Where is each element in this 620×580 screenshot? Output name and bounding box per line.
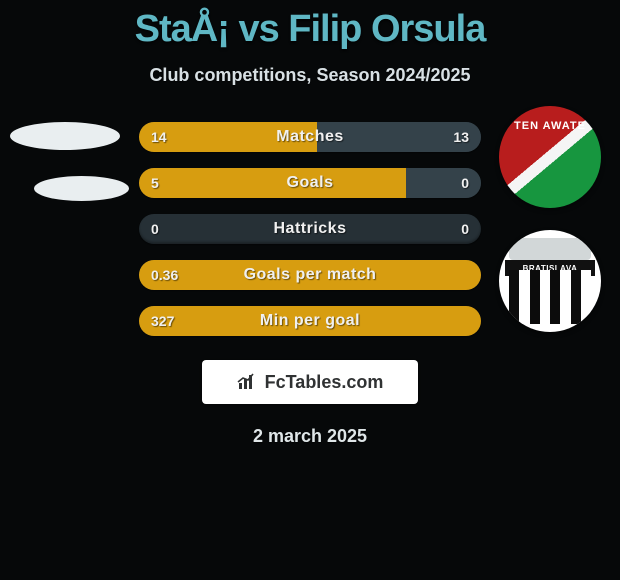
stat-row: 327Min per goal — [139, 306, 481, 336]
badge-text: TEN AWATE — [499, 120, 601, 132]
stat-row: 1413Matches — [139, 122, 481, 152]
stat-label: Hattricks — [139, 214, 481, 244]
club-badge-1: TEN AWATE — [499, 106, 601, 208]
badge-top — [509, 238, 591, 260]
left-player-photos — [10, 112, 120, 232]
right-club-badges: TEN AWATE BRATISLAVA — [490, 106, 610, 332]
match-date: 2 march 2025 — [0, 426, 620, 447]
club-badge-2: BRATISLAVA — [499, 230, 601, 332]
page-title: StaÅ¡ vs Filip Orsula — [0, 0, 620, 51]
badge-stripes — [509, 270, 591, 324]
stat-row: 0.36Goals per match — [139, 260, 481, 290]
player-photo-placeholder — [34, 176, 129, 201]
stat-label: Goals per match — [139, 260, 481, 290]
stat-row: 50Goals — [139, 168, 481, 198]
stat-label: Matches — [139, 122, 481, 152]
season-subtitle: Club competitions, Season 2024/2025 — [0, 65, 620, 86]
stat-label: Min per goal — [139, 306, 481, 336]
bar-chart-icon — [237, 373, 259, 391]
stat-label: Goals — [139, 168, 481, 198]
stat-row: 00Hattricks — [139, 214, 481, 244]
player-photo-placeholder — [10, 122, 120, 150]
brand-text: FcTables.com — [265, 372, 384, 393]
brand-box[interactable]: FcTables.com — [202, 360, 418, 404]
